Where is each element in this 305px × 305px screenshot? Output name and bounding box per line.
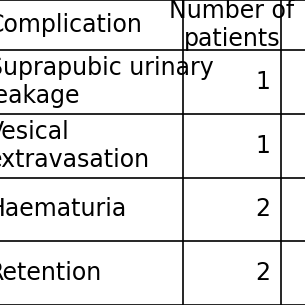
Text: Complication: Complication (0, 13, 143, 37)
Text: 2: 2 (256, 261, 271, 285)
Text: Haematuria: Haematuria (0, 198, 127, 221)
Text: 2: 2 (256, 198, 271, 221)
Text: Vesical
extravasation: Vesical extravasation (0, 120, 150, 172)
Text: Number of
patients: Number of patients (169, 0, 294, 51)
Text: 1: 1 (256, 70, 271, 94)
Text: 1: 1 (256, 134, 271, 158)
Text: Retention: Retention (0, 261, 102, 285)
Text: Suprapubic urinary
leakage: Suprapubic urinary leakage (0, 56, 214, 108)
